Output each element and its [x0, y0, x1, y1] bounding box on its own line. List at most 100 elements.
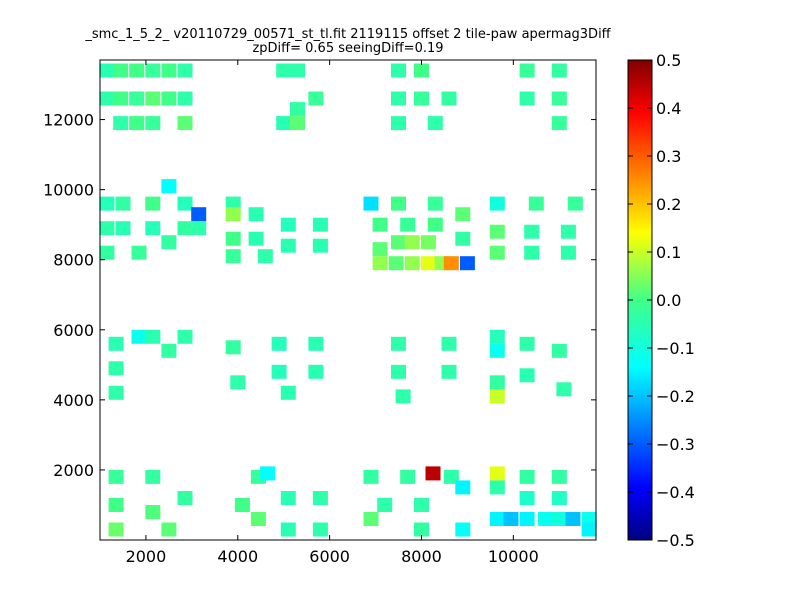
colorbar-tick-label: 0.3: [656, 147, 681, 166]
heatmap-cell: [145, 469, 161, 484]
heatmap-cell: [99, 91, 115, 106]
heatmap-cell: [145, 196, 161, 211]
y-tick-label: 12000: [43, 111, 94, 130]
heatmap-cell: [177, 91, 193, 106]
heatmap-cell: [551, 116, 567, 131]
heatmap-cell: [280, 217, 296, 232]
heatmap-cell: [248, 231, 264, 246]
heatmap-cell: [391, 235, 406, 250]
heatmap-cell: [489, 245, 505, 260]
heatmap-cell: [250, 512, 266, 526]
heatmap-cell: [225, 207, 241, 222]
heatmap-cell: [551, 91, 567, 106]
heatmap-cell: [280, 238, 296, 253]
heatmap-cell: [489, 389, 505, 404]
heatmap-cell: [391, 116, 406, 131]
heatmap-cell: [441, 91, 457, 106]
heatmap-cell: [524, 245, 540, 260]
colorbar-tick-label: −0.4: [656, 483, 695, 502]
heatmap-cell: [519, 91, 535, 106]
heatmap-cell: [113, 91, 129, 106]
heatmap-cell: [455, 522, 471, 537]
x-tick-label: 10000: [488, 547, 539, 566]
heatmap-cell: [400, 469, 416, 484]
heatmap-cell: [551, 63, 567, 78]
heatmap-cell: [145, 329, 161, 344]
plot-frame: [99, 59, 597, 541]
heatmap-cell: [489, 196, 505, 211]
heatmap-cell: [312, 522, 328, 537]
heatmap-cell: [427, 196, 443, 211]
heatmap-cell: [177, 63, 193, 78]
heatmap-cell: [99, 245, 115, 260]
heatmap-cell: [567, 196, 583, 211]
heatmap-cell: [391, 63, 406, 78]
heatmap-cell: [280, 385, 296, 400]
heatmap-cell: [161, 235, 177, 250]
heatmap-cell: [113, 116, 129, 131]
heatmap-cell: [377, 498, 393, 512]
heatmap-cell: [519, 512, 535, 526]
heatmap-cell: [551, 469, 567, 484]
heatmap-cell: [489, 466, 505, 481]
heatmap-cell: [131, 329, 147, 344]
heatmap-cell: [489, 375, 505, 390]
x-tick-label: 2000: [126, 547, 167, 566]
heatmap-cell: [363, 196, 379, 211]
heatmap-cell: [115, 221, 131, 236]
heatmap-cell: [404, 256, 420, 271]
heatmap-cell: [280, 522, 296, 537]
heatmap-cell: [271, 336, 287, 351]
heatmap-cell: [455, 207, 471, 222]
heatmap-cell: [312, 238, 328, 253]
heatmap-cell: [427, 217, 443, 232]
heatmap-cell: [503, 512, 519, 526]
heatmap-cell: [177, 491, 193, 505]
colorbar-tick-label: 0.5: [656, 51, 681, 70]
heatmap-cell: [177, 116, 193, 131]
heatmap-cell: [372, 256, 388, 271]
heatmap-cell: [161, 343, 177, 358]
colorbar-tick-label: −0.5: [656, 531, 695, 550]
heatmap-cell: [108, 498, 124, 512]
heatmap-cell: [115, 196, 131, 211]
heatmap-cell: [276, 63, 292, 78]
heatmap-cell: [260, 466, 276, 481]
heatmap-cell: [99, 221, 115, 236]
y-tick-label: 6000: [53, 321, 94, 340]
heatmap-cell: [519, 491, 535, 505]
heatmap-cell: [519, 368, 535, 383]
heatmap-cell: [99, 196, 115, 211]
heatmap-cell: [131, 245, 147, 260]
heatmap-cell: [108, 469, 124, 484]
heatmap-cell: [312, 217, 328, 232]
heatmap-cell: [414, 91, 429, 106]
heatmap-cell: [489, 480, 505, 495]
heatmap-cell: [519, 63, 535, 78]
heatmap-cell: [145, 221, 161, 236]
heatmap-cell: [388, 256, 404, 271]
heatmap-cell: [161, 179, 177, 194]
colorbar-tick-label: −0.3: [656, 435, 695, 454]
heatmap-cell: [443, 256, 459, 271]
heatmap-cell: [395, 389, 411, 404]
heatmap-cell: [455, 231, 471, 246]
heatmap-cell: [308, 364, 324, 379]
heatmap-cell: [391, 364, 406, 379]
y-tick-label: 4000: [53, 391, 94, 410]
colorbar-tick-label: 0.0: [656, 291, 681, 310]
heatmap-cell: [455, 480, 471, 495]
heatmap-cell: [391, 91, 406, 106]
heatmap-cell: [459, 256, 475, 271]
heatmap-cell: [161, 63, 177, 78]
chart-title-line2: zpDiff= 0.65 seeingDiff=0.19: [252, 41, 443, 56]
heatmap-cell: [519, 469, 535, 484]
heatmap-cell: [538, 512, 553, 526]
heatmap-cell: [565, 512, 581, 526]
heatmap-cell: [108, 336, 124, 351]
heatmap-cell: [177, 329, 193, 344]
heatmap-cell: [560, 224, 576, 239]
heatmap-cell: [414, 498, 429, 512]
heatmap-cell: [391, 336, 406, 351]
heatmap-cell: [414, 63, 429, 78]
